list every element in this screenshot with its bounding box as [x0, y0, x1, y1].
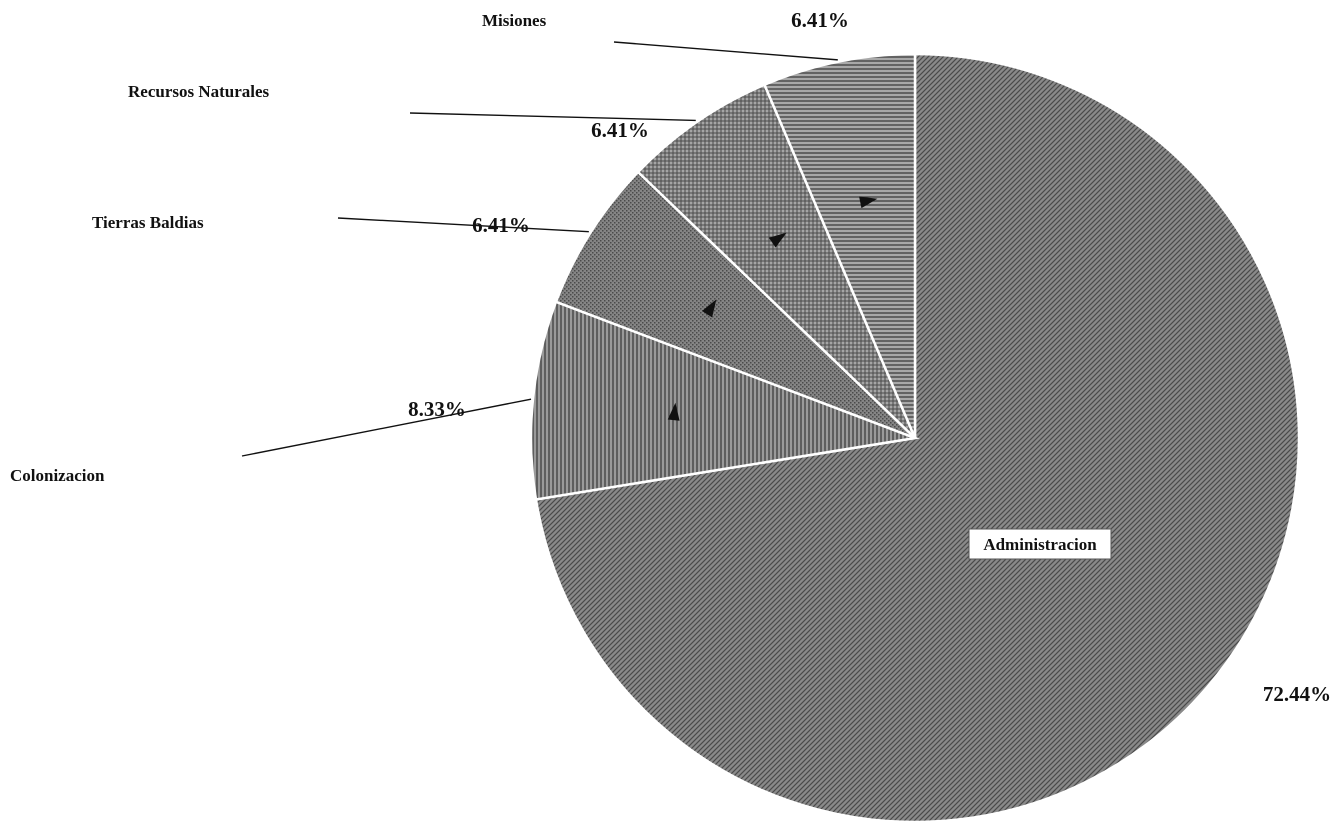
pie-slices: [529, 52, 1301, 824]
category-label-misiones: Misiones: [482, 11, 547, 30]
category-label-tierras-baldias: Tierras Baldias: [92, 213, 204, 232]
label-box-administracion: [968, 528, 1112, 560]
value-label-tierras-baldias: 6.41%: [472, 213, 530, 237]
category-label-recursos-naturales: Recursos Naturales: [128, 82, 270, 101]
slice-tierras-baldias: [554, 170, 916, 440]
marker-colonizacion: [667, 402, 680, 421]
leader-lines: [241, 41, 838, 457]
value-label-recursos-naturales: 6.41%: [591, 118, 649, 142]
value-label-misiones: 6.41%: [791, 8, 849, 32]
value-label-administracion: 72.44%: [1263, 682, 1331, 706]
slice-markers: [667, 196, 878, 421]
slice-labels: Administracion 72.44% Colonizacion 8.33% Tie…: [10, 8, 1331, 706]
value-label-colonizacion: 8.33%: [408, 397, 466, 421]
leader-line-recursos-naturales: [409, 112, 696, 122]
marker-tierras-baldias: [702, 299, 717, 318]
marker-misiones: [859, 196, 878, 209]
slice-misiones: [762, 52, 917, 439]
leader-line-colonizacion: [241, 398, 532, 457]
leader-line-tierras-baldias: [337, 217, 589, 233]
category-label-administracion: Administracion: [983, 535, 1097, 554]
slice-recursos-naturales: [636, 83, 917, 439]
leader-line-misiones: [613, 41, 838, 61]
category-label-colonizacion: Colonizacion: [10, 466, 105, 485]
slice-colonizacion: [529, 300, 920, 501]
marker-recursos-naturales: [768, 232, 787, 248]
